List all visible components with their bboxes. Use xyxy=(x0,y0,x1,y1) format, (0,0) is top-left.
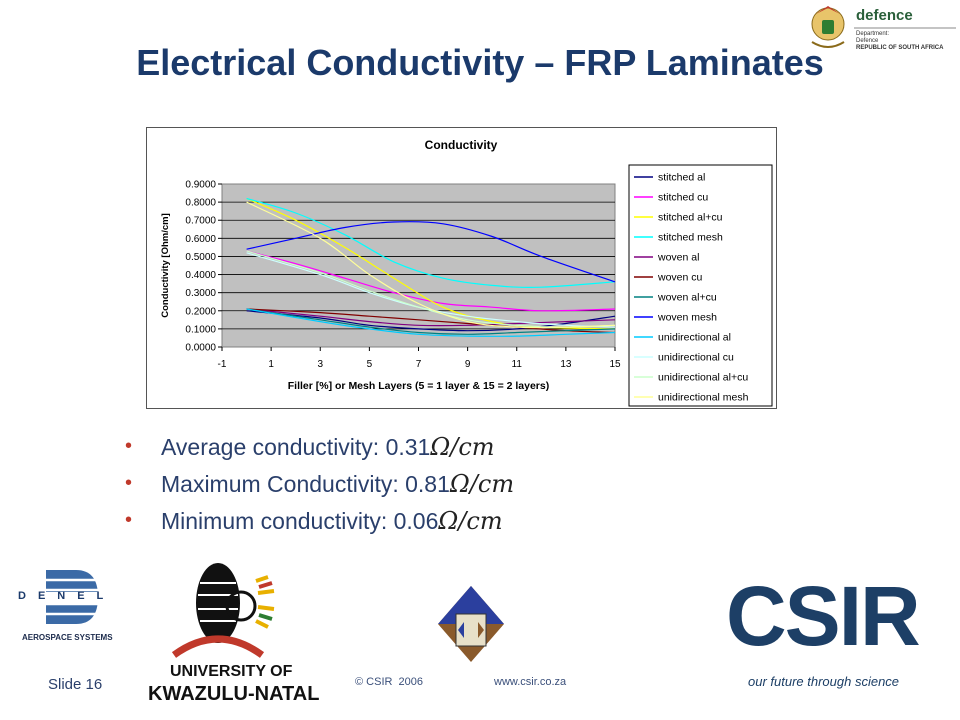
x-tick-label: 15 xyxy=(609,359,621,370)
legend-label: stitched mesh xyxy=(658,232,723,244)
conductivity-chart: Conductivity 0.0000 0.1000 0.2000 0.3000 0.40… xyxy=(146,127,777,409)
center-emblem-logo xyxy=(436,584,506,664)
series-line-unidirectional-al xyxy=(246,308,616,337)
legend-label: stitched al+cu xyxy=(658,212,723,224)
y-tick-label: 0.5000 xyxy=(185,252,216,263)
series-line-stitched-al xyxy=(246,310,616,332)
x-tick-label: 7 xyxy=(416,359,422,370)
y-tick-label: 0.3000 xyxy=(185,288,216,299)
diamond-emblem-icon xyxy=(438,586,504,662)
series-line-woven-al xyxy=(246,308,616,327)
series-line-woven-al-cu xyxy=(246,308,616,335)
y-tick-label: 0.7000 xyxy=(185,216,216,227)
unit-label: Ω/cm xyxy=(438,507,503,535)
legend-label: unidirectional cu xyxy=(658,352,734,364)
y-tick-label: 0.1000 xyxy=(185,324,216,335)
denel-logo: DENEL AEROSPACE SYSTEMS xyxy=(16,566,124,652)
ukzn-line2: KWAZULU-NATAL xyxy=(148,683,320,705)
bullet-text: Maximum Conductivity: 0.81 xyxy=(161,471,450,497)
x-tick-label: 11 xyxy=(512,359,523,370)
defence-line3: REPUBLIC OF SOUTH AFRICA xyxy=(856,45,944,51)
website-link[interactable]: www.csir.co.za xyxy=(494,676,567,688)
legend-label: unidirectional al+cu xyxy=(658,372,748,384)
bullet-icon: • xyxy=(125,509,133,531)
bullet-text: Minimum conductivity: 0.06 xyxy=(161,508,439,534)
y-tick-label: 0.0000 xyxy=(185,343,216,354)
x-axis-label: Filler [%] or Mesh Layers (5 = 1 layer &… xyxy=(288,380,549,392)
legend-label: woven al xyxy=(657,252,699,264)
slide-title: Electrical Conductivity – FRP Laminates xyxy=(136,42,824,83)
coat-of-arms-icon xyxy=(811,6,956,48)
y-tick-label: 0.8000 xyxy=(185,198,216,209)
unit-label: Ω/cm xyxy=(430,433,495,461)
legend-label: woven mesh xyxy=(657,312,717,324)
series-line-stitched-cu xyxy=(246,250,616,312)
legend-label: stitched al xyxy=(658,172,705,184)
x-tick-label: 1 xyxy=(268,359,274,370)
legend-label: woven cu xyxy=(657,272,703,284)
denel-sub: AEROSPACE SYSTEMS xyxy=(22,633,113,642)
slide-number: Slide 16 xyxy=(48,676,103,693)
bullet-icon: • xyxy=(125,435,133,457)
denel-emblem-icon xyxy=(16,570,124,624)
legend-box xyxy=(628,164,773,407)
ukzn-line1: UNIVERSITY OF xyxy=(170,663,293,680)
defence-logo: defence Department: Defence REPUBLIC OF … xyxy=(806,2,958,56)
y-tick-label: 0.2000 xyxy=(185,306,216,317)
ukzn-logo: UNIVERSITY OF KWAZULU-NATAL xyxy=(146,551,319,711)
series-line-unidirectional-cu xyxy=(246,252,616,328)
csir-name: CSIR xyxy=(726,569,921,663)
x-tick-label: 13 xyxy=(560,359,572,370)
legend-label: unidirectional mesh xyxy=(658,392,749,404)
x-tick-label: 9 xyxy=(465,359,471,370)
legend-label: unidirectional al xyxy=(658,332,731,344)
bullet-text: Average conductivity: 0.31 xyxy=(161,434,431,460)
series-line-stitched-mesh xyxy=(246,197,616,288)
series-line-unidirectional-mesh xyxy=(246,201,616,329)
chart-title: Conductivity xyxy=(425,138,498,152)
defence-line1: Department: xyxy=(856,31,890,37)
legend-label: stitched cu xyxy=(658,192,708,204)
copyright-text: © CSIR 2006 xyxy=(355,676,424,688)
defence-line2: Defence xyxy=(856,38,879,44)
y-tick-label: 0.9000 xyxy=(185,180,216,191)
unit-label: Ω/cm xyxy=(449,470,515,498)
legend-label: woven al+cu xyxy=(657,292,717,304)
y-tick-label: 0.6000 xyxy=(185,234,216,245)
y-axis-label: Conductivity [Ohm/cm] xyxy=(160,213,171,318)
y-tick-label: 0.4000 xyxy=(185,270,216,281)
defence-name: defence xyxy=(856,7,913,24)
x-tick-label: -1 xyxy=(218,359,227,370)
csir-logo: CSIR our future through science xyxy=(726,574,921,694)
x-tick-label: 5 xyxy=(367,359,373,370)
x-tick-label: 3 xyxy=(317,359,323,370)
bullet-icon: • xyxy=(125,472,133,494)
denel-name: DENEL xyxy=(18,590,116,602)
ukzn-shield-icon xyxy=(171,563,275,658)
csir-tagline: our future through science xyxy=(748,674,900,689)
series-line-woven-mesh xyxy=(246,221,616,283)
